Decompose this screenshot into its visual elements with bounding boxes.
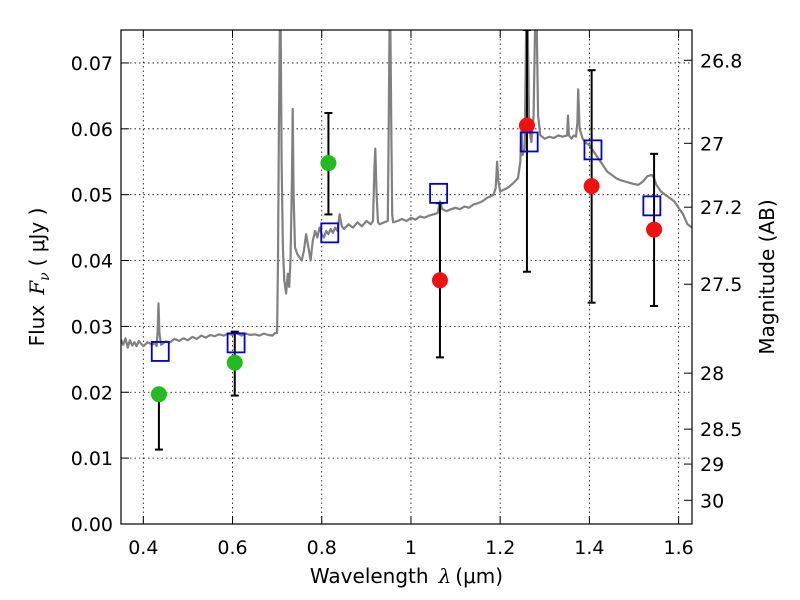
green-data-point: [150, 386, 167, 403]
y2-tick-label: 27.5: [700, 274, 742, 296]
y-tick-label: 0.00: [71, 514, 113, 536]
red-data-point: [518, 117, 535, 134]
y2-tick-label: 28.5: [700, 419, 742, 441]
green-data-point: [320, 155, 337, 172]
y2-tick-label: 27.2: [700, 197, 742, 219]
x-tick-label: 0.8: [307, 537, 337, 559]
axis-ticks: 0.4 0.6 0.8 1 1.2 1.4 1.6 0.00 0.01 0.02 0.03 0.04 0…: [71, 30, 742, 559]
y-tick-label: 0.05: [71, 185, 113, 207]
y2-tick-label: 30: [700, 490, 724, 512]
y-tick-label: 0.02: [71, 382, 113, 404]
model-square-point: [150, 341, 170, 362]
y2-tick-label: 28: [700, 363, 724, 385]
y-axis-label: FluxFν( μJy ): [25, 208, 53, 347]
red-data-point: [431, 272, 448, 289]
x-tick-label: 0.4: [128, 537, 158, 559]
y-tick-label: 0.03: [71, 316, 113, 338]
plot-area: [121, 30, 692, 451]
model-square-point: [320, 222, 340, 244]
model-square-point: [519, 131, 539, 153]
red-data-point: [583, 178, 600, 195]
y-tick-label: 0.04: [71, 251, 113, 273]
y2-tick-label: 26.8: [700, 50, 742, 72]
model-square-point: [429, 182, 449, 204]
y-tick-label: 0.06: [71, 119, 113, 141]
y2-axis-label: Magnitude (AB): [755, 199, 779, 354]
x-tick-label: 1.4: [574, 537, 604, 559]
grid: [121, 30, 692, 525]
model-square-point: [642, 195, 662, 217]
green-data-point: [226, 354, 243, 371]
y-tick-label: 0.01: [71, 448, 113, 470]
x-tick-label: 1.6: [664, 537, 694, 559]
y2-tick-label: 27: [700, 133, 724, 155]
y-tick-label: 0.07: [71, 53, 113, 75]
x-tick-label: 1: [405, 537, 417, 559]
red-data-point: [646, 221, 663, 238]
x-tick-label: 0.6: [217, 537, 247, 559]
y2-tick-label: 29: [700, 454, 724, 476]
x-tick-label: 1.2: [485, 537, 515, 559]
model-square-point: [583, 139, 603, 161]
plot-frame: [120, 29, 693, 525]
spectrum-line: [121, 30, 692, 349]
model-square-point: [226, 332, 246, 354]
x-axis-label: Wavelength λ (μm): [310, 564, 503, 588]
